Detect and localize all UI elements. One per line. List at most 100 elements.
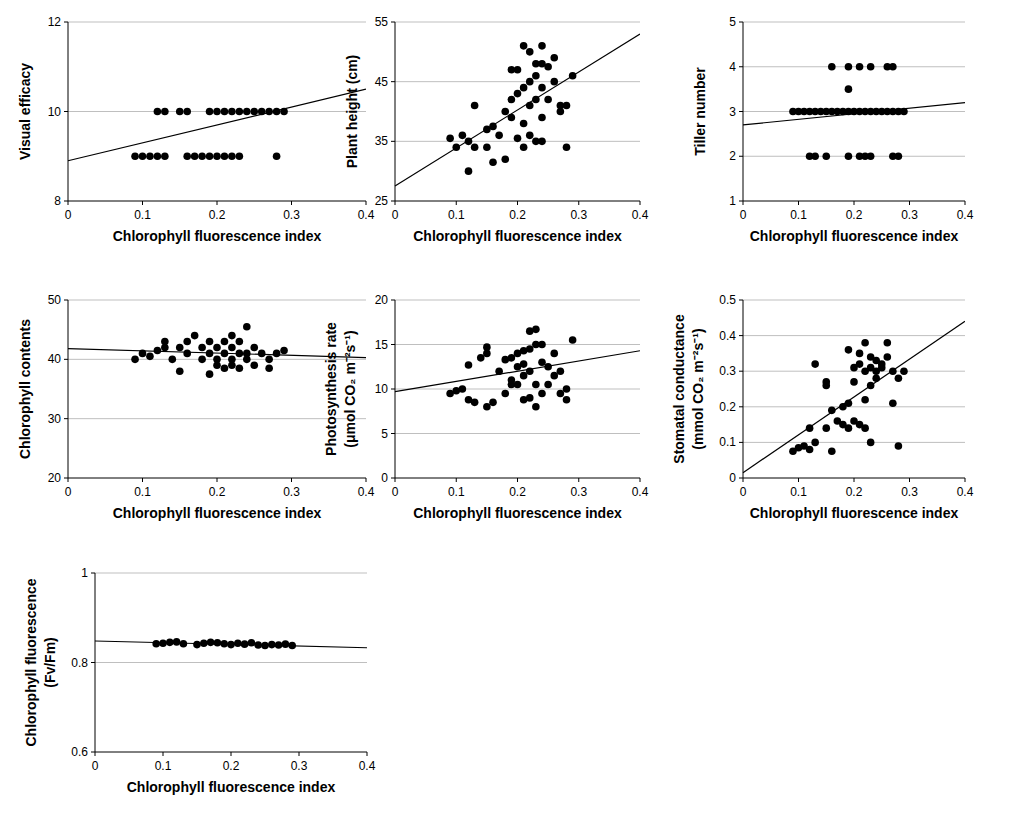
x-tick-label: 0.4	[358, 208, 375, 222]
y-axis-title: Chlorophyll fluorescence	[23, 578, 39, 746]
point	[183, 350, 191, 358]
point	[191, 332, 199, 340]
x-tick-label: 0.1	[448, 208, 465, 222]
y-tick-label: 10	[375, 382, 389, 396]
grid-line	[68, 22, 366, 23]
point	[544, 96, 552, 104]
y-tick	[391, 201, 395, 202]
point	[198, 356, 206, 364]
y-axis-title: (μmol CO₂ m⁻²s⁻¹)	[342, 330, 358, 447]
y-tick-label: 0	[729, 471, 736, 485]
y-axis-title: Plant height (cm)	[344, 55, 360, 169]
point	[213, 108, 221, 116]
plot-area	[68, 89, 366, 161]
point	[563, 144, 571, 152]
x-tick	[367, 752, 368, 756]
point	[861, 424, 869, 432]
x-tick-label: 0.4	[359, 759, 376, 773]
point	[471, 102, 479, 110]
y-tick-label: 3	[729, 105, 736, 119]
y-axis-title: (mmol CO₂ m⁻²s⁻¹)	[690, 328, 706, 449]
point	[206, 338, 214, 346]
x-tick-label: 0.2	[846, 485, 863, 499]
point	[228, 344, 236, 352]
y-tick-label: 1	[729, 194, 736, 208]
point	[520, 144, 528, 152]
point	[557, 108, 565, 116]
y-tick-label: 30	[48, 412, 62, 426]
grid-line	[395, 81, 640, 82]
x-tick	[163, 752, 164, 756]
y-tick	[739, 300, 743, 301]
point	[280, 347, 288, 355]
x-tick-label: 0.1	[134, 485, 151, 499]
point	[191, 152, 199, 160]
x-tick-label: 0.4	[957, 208, 974, 222]
point	[538, 341, 546, 349]
point	[532, 326, 540, 334]
x-tick	[965, 201, 966, 205]
y-tick-label: 0.6	[71, 745, 88, 759]
point	[520, 120, 528, 128]
point	[845, 85, 853, 93]
point	[183, 108, 191, 116]
point	[483, 350, 491, 358]
x-tick	[299, 752, 300, 756]
panel: 1234500.10.20.30.4Chlorophyll fluorescen…	[692, 15, 974, 244]
trend-line	[68, 349, 366, 358]
point	[532, 381, 540, 389]
x-tick-label: 0.3	[570, 485, 587, 499]
y-tick	[64, 22, 68, 23]
plot-area	[395, 34, 640, 186]
point	[550, 372, 558, 380]
point	[483, 403, 491, 411]
y-tick-label: 15	[375, 338, 389, 352]
x-tick-label: 0.1	[790, 485, 807, 499]
y-axis-title: (Fv/Fm)	[42, 637, 58, 688]
point	[152, 640, 160, 648]
y-axis-title: Tiller number	[692, 67, 708, 156]
point	[544, 381, 552, 389]
point	[236, 338, 244, 346]
x-tick-label: 0.2	[209, 485, 226, 499]
point	[183, 338, 191, 346]
grid-line	[68, 418, 366, 419]
y-tick	[91, 573, 95, 574]
point	[221, 108, 229, 116]
x-tick-label: 0	[740, 208, 747, 222]
y-tick	[391, 22, 395, 23]
point	[867, 439, 875, 447]
grid-line	[395, 389, 640, 390]
point	[872, 375, 880, 383]
x-axis	[743, 478, 965, 479]
y-tick-label: 5	[381, 427, 388, 441]
x-tick	[291, 201, 292, 205]
x-axis	[68, 201, 366, 202]
point	[228, 361, 236, 369]
x-tick	[578, 478, 579, 482]
grid-line	[743, 442, 965, 443]
point	[206, 152, 214, 160]
point	[520, 360, 528, 368]
y-tick	[391, 141, 395, 142]
y-tick	[91, 662, 95, 663]
point	[236, 152, 244, 160]
point	[514, 90, 522, 98]
point	[861, 396, 869, 404]
point	[465, 167, 473, 175]
point	[213, 152, 221, 160]
y-tick	[739, 22, 743, 23]
grid-line	[743, 406, 965, 407]
grid-line	[395, 433, 640, 434]
trend-line	[95, 641, 367, 648]
point	[867, 152, 875, 160]
point	[265, 364, 273, 372]
point	[154, 347, 162, 355]
x-tick	[95, 752, 96, 756]
y-tick	[391, 300, 395, 301]
point	[243, 323, 251, 331]
point	[250, 344, 258, 352]
point	[822, 382, 830, 390]
y-tick-label: 55	[375, 15, 389, 29]
point	[895, 152, 903, 160]
